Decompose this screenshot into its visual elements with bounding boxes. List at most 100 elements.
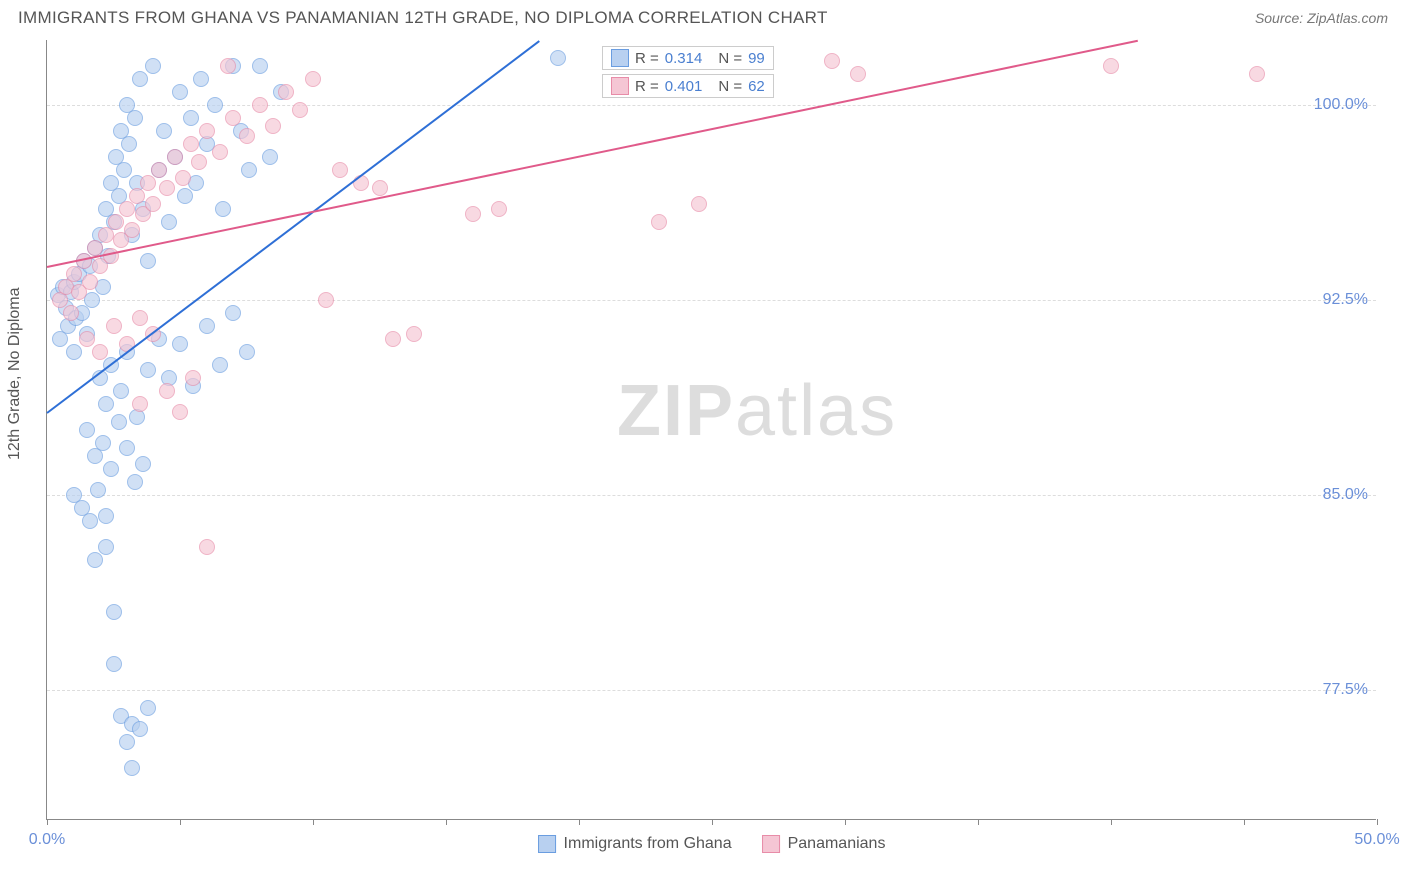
data-point xyxy=(95,435,111,451)
x-tick xyxy=(446,819,447,825)
x-tick xyxy=(1111,819,1112,825)
data-point xyxy=(119,440,135,456)
x-tick xyxy=(1377,819,1378,825)
stat-r-label: R = xyxy=(635,50,659,67)
data-point xyxy=(278,84,294,100)
trend-line xyxy=(47,40,1138,268)
header: IMMIGRANTS FROM GHANA VS PANAMANIAN 12TH… xyxy=(0,0,1406,34)
watermark-atlas: atlas xyxy=(735,371,897,451)
data-point xyxy=(127,474,143,490)
data-point xyxy=(1249,66,1265,82)
data-point xyxy=(106,656,122,672)
gridline-h xyxy=(47,495,1376,496)
data-point xyxy=(215,201,231,217)
data-point xyxy=(135,456,151,472)
data-point xyxy=(140,253,156,269)
data-point xyxy=(124,760,140,776)
data-point xyxy=(265,118,281,134)
legend-item: Panamanians xyxy=(762,835,886,853)
data-point xyxy=(406,326,422,342)
x-tick-label: 0.0% xyxy=(29,831,65,849)
data-point xyxy=(145,196,161,212)
y-tick-label: 100.0% xyxy=(1314,96,1368,114)
data-point xyxy=(167,149,183,165)
watermark: ZIPatlas xyxy=(617,370,897,452)
data-point xyxy=(550,50,566,66)
stat-r-value: 0.314 xyxy=(665,50,703,67)
data-point xyxy=(129,188,145,204)
data-point xyxy=(850,66,866,82)
stat-n-label: N = xyxy=(718,50,742,67)
data-point xyxy=(172,404,188,420)
chart-area: 12th Grade, No Diploma ZIPatlas 77.5%85.… xyxy=(0,40,1406,892)
data-point xyxy=(82,274,98,290)
data-point xyxy=(318,292,334,308)
data-point xyxy=(212,144,228,160)
gridline-h xyxy=(47,105,1376,106)
data-point xyxy=(108,214,124,230)
data-point xyxy=(140,700,156,716)
data-point xyxy=(159,383,175,399)
data-point xyxy=(465,206,481,222)
data-point xyxy=(106,318,122,334)
data-point xyxy=(262,149,278,165)
data-point xyxy=(252,58,268,74)
data-point xyxy=(98,227,114,243)
data-point xyxy=(90,482,106,498)
chart-title: IMMIGRANTS FROM GHANA VS PANAMANIAN 12TH… xyxy=(18,8,828,28)
data-point xyxy=(106,604,122,620)
data-point xyxy=(225,110,241,126)
plot-area: ZIPatlas 77.5%85.0%92.5%100.0%0.0%50.0%R… xyxy=(46,40,1376,820)
data-point xyxy=(132,396,148,412)
data-point xyxy=(113,383,129,399)
data-point xyxy=(119,201,135,217)
data-point xyxy=(159,180,175,196)
x-tick xyxy=(579,819,580,825)
watermark-zip: ZIP xyxy=(617,371,735,451)
data-point xyxy=(305,71,321,87)
data-point xyxy=(116,162,132,178)
data-point xyxy=(239,128,255,144)
data-point xyxy=(98,508,114,524)
data-point xyxy=(207,97,223,113)
source-label: Source: ZipAtlas.com xyxy=(1255,10,1388,26)
data-point xyxy=(66,266,82,282)
data-point xyxy=(651,214,667,230)
gridline-h xyxy=(47,300,1376,301)
data-point xyxy=(691,196,707,212)
data-point xyxy=(252,97,268,113)
stat-n-value: 62 xyxy=(748,78,765,95)
x-tick xyxy=(978,819,979,825)
x-tick xyxy=(180,819,181,825)
data-point xyxy=(199,318,215,334)
gridline-h xyxy=(47,690,1376,691)
data-point xyxy=(372,180,388,196)
legend-swatch xyxy=(538,835,556,853)
legend-label: Immigrants from Ghana xyxy=(564,835,732,853)
legend-swatch xyxy=(611,77,629,95)
data-point xyxy=(161,214,177,230)
x-tick xyxy=(313,819,314,825)
data-point xyxy=(177,188,193,204)
data-point xyxy=(183,110,199,126)
data-point xyxy=(145,58,161,74)
data-point xyxy=(185,370,201,386)
data-point xyxy=(239,344,255,360)
stat-n-label: N = xyxy=(718,78,742,95)
data-point xyxy=(79,422,95,438)
data-point xyxy=(191,154,207,170)
data-point xyxy=(87,240,103,256)
x-tick xyxy=(47,819,48,825)
legend-item: Immigrants from Ghana xyxy=(538,835,732,853)
legend-label: Panamanians xyxy=(788,835,886,853)
data-point xyxy=(193,71,209,87)
data-point xyxy=(241,162,257,178)
data-point xyxy=(63,305,79,321)
x-tick xyxy=(712,819,713,825)
data-point xyxy=(119,734,135,750)
data-point xyxy=(183,136,199,152)
y-tick-label: 77.5% xyxy=(1323,681,1368,699)
data-point xyxy=(156,123,172,139)
stat-box: R = 0.401N = 62 xyxy=(602,74,774,98)
y-tick-label: 85.0% xyxy=(1323,486,1368,504)
